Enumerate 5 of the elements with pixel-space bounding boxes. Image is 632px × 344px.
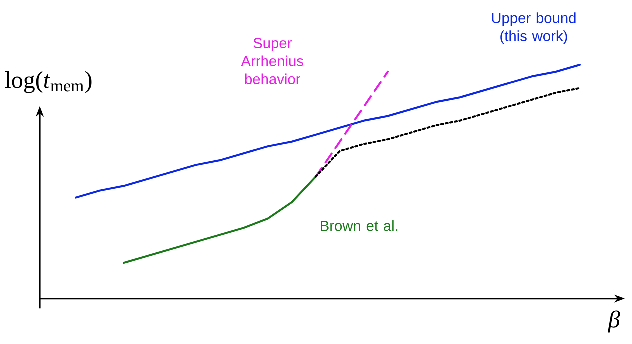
text: Brown et al. <box>321 220 398 232</box>
text: Super Arrhenius behavior <box>241 38 304 85</box>
series-label: Upper bound (this work) <box>492 12 576 44</box>
y-axis-title: log(t$_{mem}$) <box>5 71 92 94</box>
x-axis-title: β <box>608 310 620 333</box>
